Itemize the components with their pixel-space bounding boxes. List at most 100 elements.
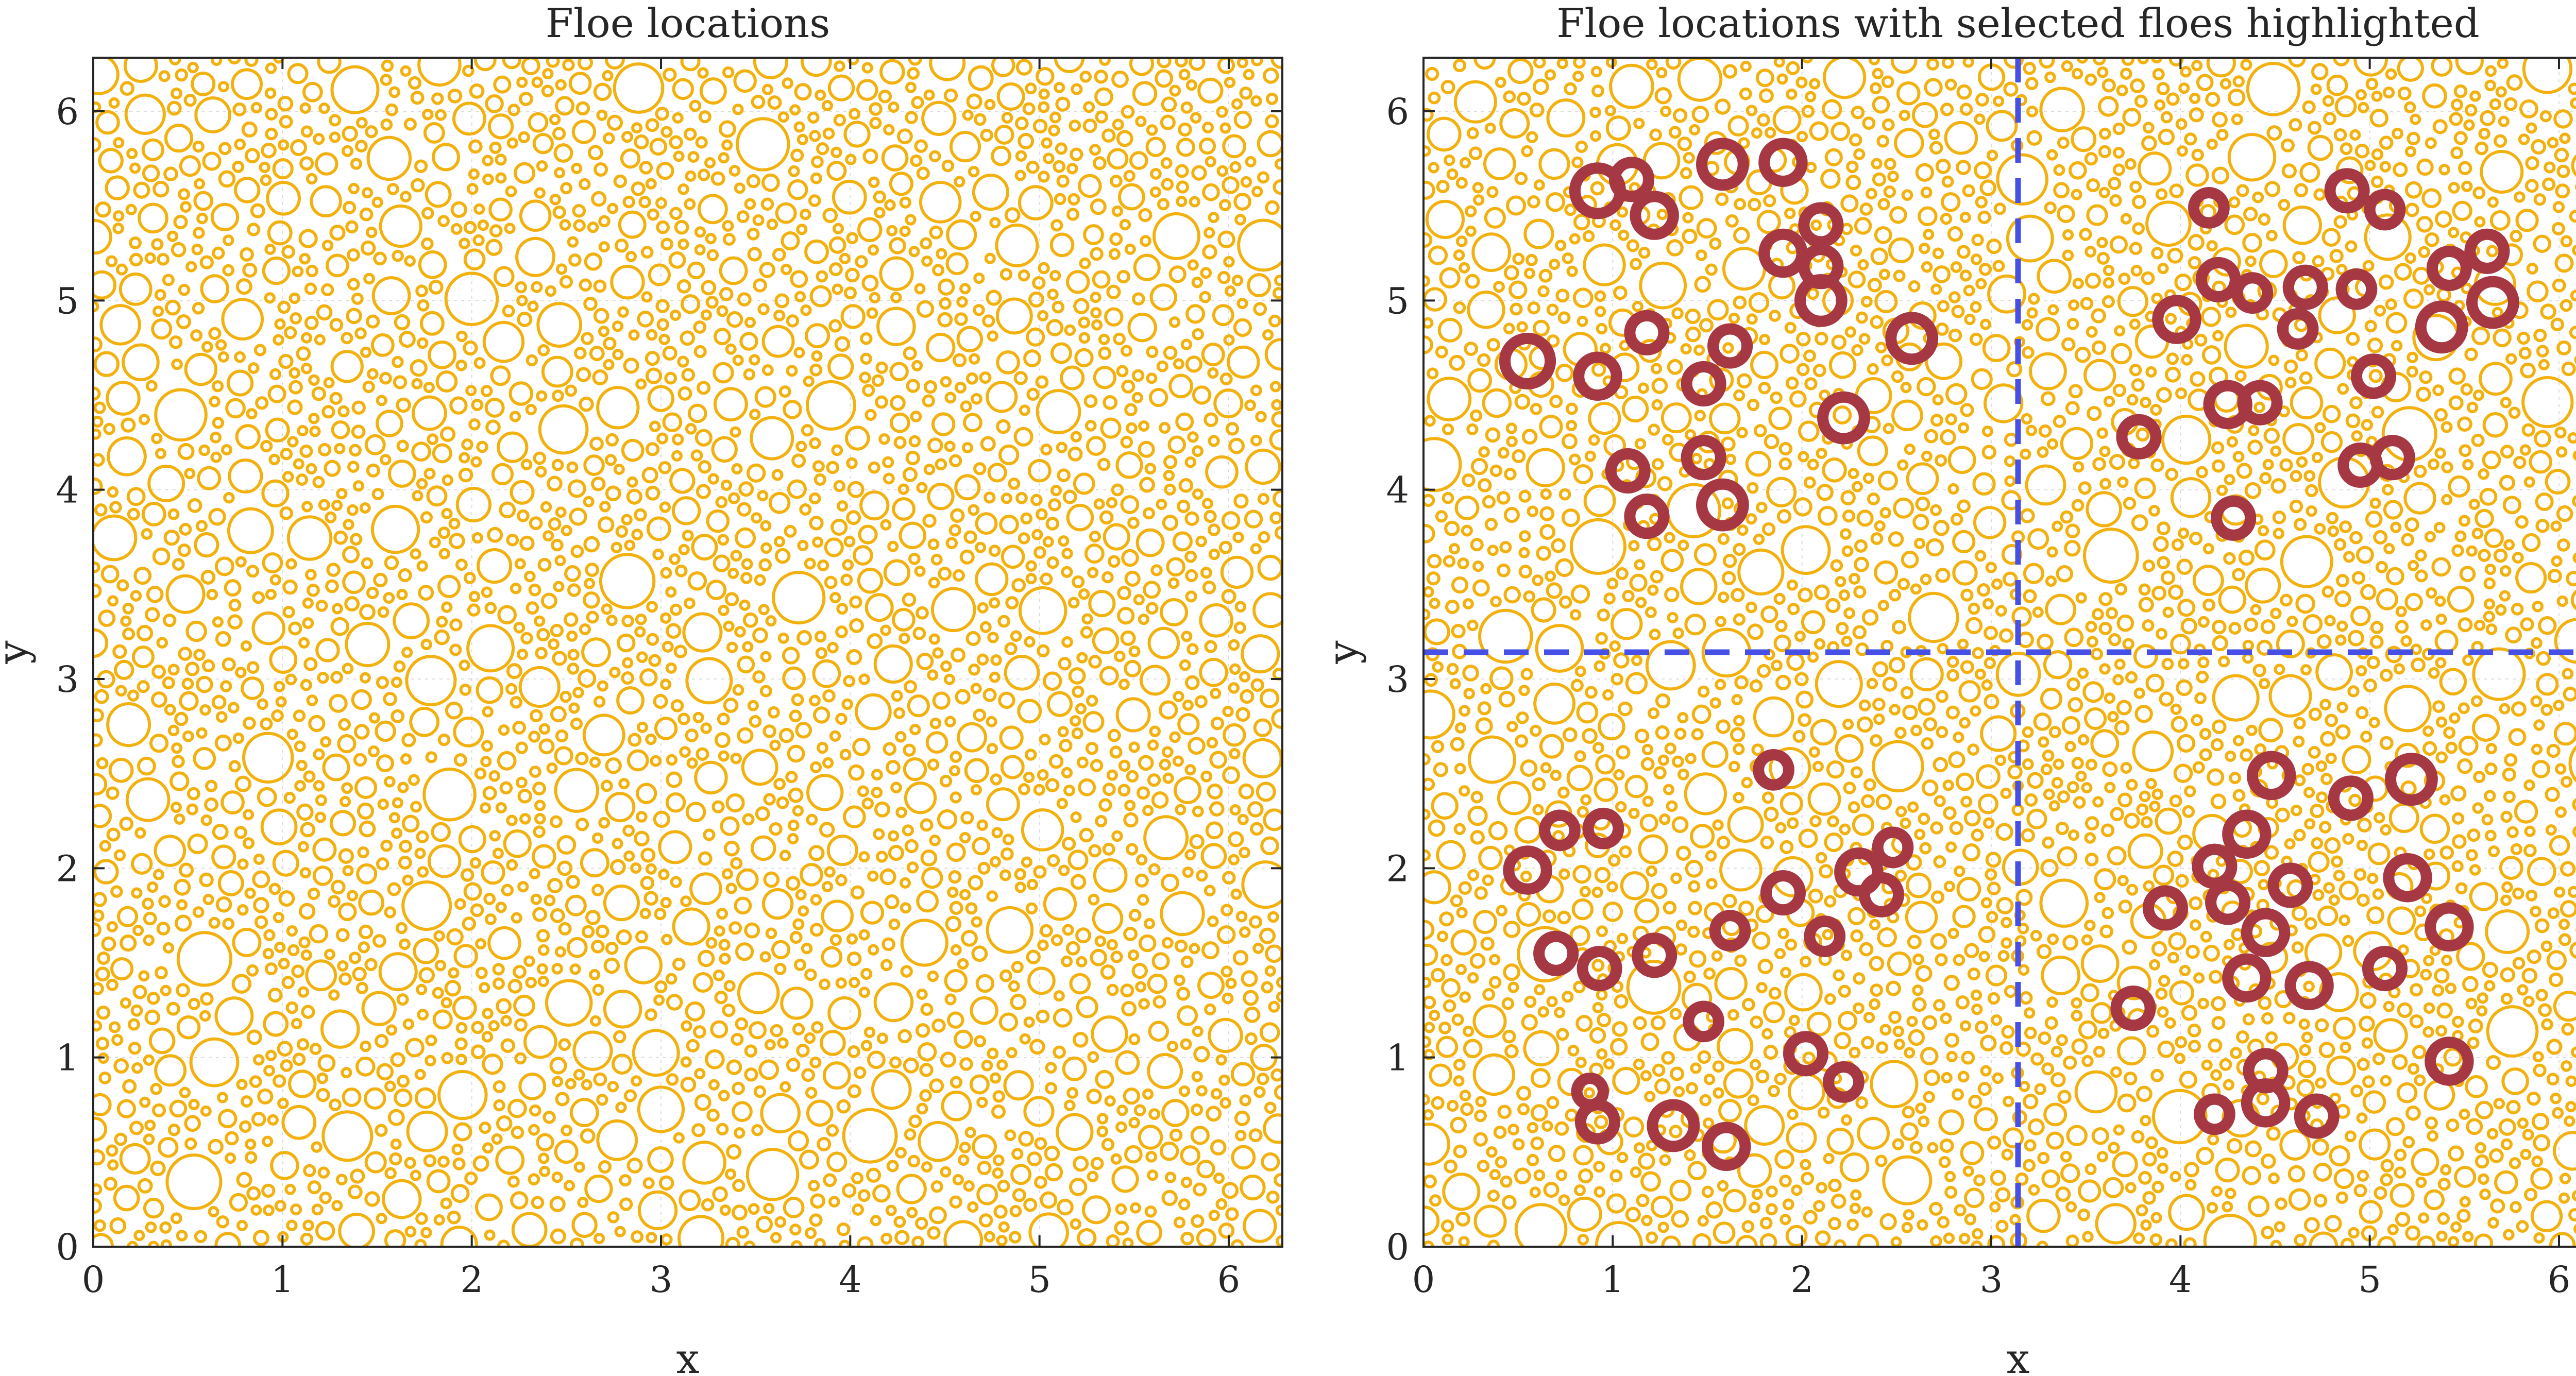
- floe: [2359, 1128, 2391, 1161]
- floe: [2530, 1167, 2553, 1190]
- floe: [2210, 1069, 2222, 1081]
- floe: [384, 555, 399, 570]
- floe: [697, 168, 710, 181]
- floe: [1425, 66, 1439, 81]
- floe: [292, 265, 304, 278]
- floe: [591, 884, 604, 896]
- floe: [1068, 667, 1086, 685]
- floe: [106, 827, 121, 842]
- floe: [2380, 669, 2393, 682]
- floe: [1906, 1015, 1918, 1027]
- floe: [728, 492, 740, 504]
- floe: [285, 558, 297, 570]
- floe: [536, 302, 583, 348]
- floe: [2482, 412, 2509, 438]
- floe: [972, 174, 1009, 211]
- floe: [2508, 406, 2521, 419]
- floe: [885, 1204, 897, 1216]
- floe: [2294, 774, 2306, 787]
- floe: [1144, 463, 1157, 475]
- floe: [1095, 814, 1108, 828]
- floe: [987, 632, 999, 643]
- floe: [259, 161, 270, 174]
- floe: [687, 403, 707, 423]
- floe: [1257, 130, 1282, 158]
- floe: [896, 1174, 927, 1204]
- floe: [487, 526, 503, 543]
- floe: [322, 753, 350, 782]
- floe: [1040, 443, 1053, 456]
- floe: [309, 426, 321, 437]
- floe: [410, 548, 421, 560]
- floe: [2498, 115, 2510, 127]
- floe: [961, 929, 978, 947]
- floe: [170, 801, 182, 813]
- floe: [1870, 983, 1884, 997]
- floe: [806, 813, 818, 826]
- floe: [1578, 1168, 1594, 1184]
- floe: [2326, 512, 2339, 524]
- floe: [748, 1203, 760, 1215]
- floe: [472, 1155, 489, 1172]
- floe: [2310, 803, 2325, 819]
- floe: [273, 911, 284, 924]
- floe: [1088, 590, 1116, 618]
- floe: [2340, 142, 2353, 155]
- floe: [1526, 448, 1565, 487]
- floe: [1893, 269, 1906, 282]
- floe: [2422, 741, 2437, 756]
- floe: [305, 959, 337, 992]
- floe: [538, 738, 555, 755]
- floe: [347, 504, 359, 516]
- floe: [1977, 210, 1991, 224]
- floe: [166, 1001, 180, 1016]
- floe: [1067, 446, 1083, 462]
- floe: [1734, 954, 1747, 967]
- floe: [381, 59, 394, 72]
- floe: [274, 318, 286, 330]
- floe: [2313, 1163, 2332, 1182]
- floe: [112, 223, 124, 234]
- floe: [1585, 686, 1598, 699]
- floe: [1459, 157, 1471, 168]
- floe: [1250, 384, 1262, 397]
- floe: [783, 1197, 805, 1218]
- floe: [2178, 658, 2190, 670]
- floe: [905, 450, 920, 466]
- floe: [2262, 458, 2274, 470]
- floe: [338, 972, 352, 986]
- floe: [110, 957, 134, 981]
- floe: [202, 894, 214, 906]
- floe: [315, 1220, 335, 1241]
- floe: [2414, 1074, 2426, 1086]
- floe: [827, 74, 855, 101]
- floe: [1428, 91, 1441, 105]
- floe: [2531, 637, 2543, 649]
- floe: [596, 386, 640, 430]
- floe: [2011, 804, 2024, 817]
- floe: [398, 856, 412, 870]
- floe: [654, 717, 678, 740]
- floe: [2364, 319, 2377, 333]
- floe: [694, 244, 706, 256]
- floe: [2039, 878, 2089, 928]
- floe: [1705, 1201, 1723, 1219]
- floe: [2077, 667, 2089, 679]
- floe: [1094, 87, 1113, 107]
- floe: [1195, 535, 1207, 548]
- floe: [586, 610, 599, 624]
- floe: [323, 377, 335, 388]
- floe: [245, 1138, 257, 1150]
- floe: [1138, 755, 1154, 771]
- floe: [1591, 84, 1604, 97]
- floe: [406, 1110, 448, 1152]
- floe: [713, 362, 734, 384]
- floe: [829, 730, 841, 742]
- floe: [2227, 133, 2277, 182]
- floe: [706, 509, 730, 533]
- floe: [1245, 156, 1257, 167]
- floe: [635, 378, 647, 390]
- floe: [1801, 105, 1815, 118]
- floe: [280, 1059, 293, 1072]
- floe: [532, 844, 556, 869]
